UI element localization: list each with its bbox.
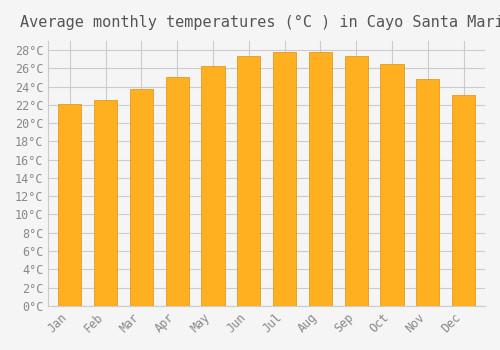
Bar	[237, 56, 260, 306]
Bar	[344, 56, 368, 306]
Bar	[58, 104, 82, 306]
Bar	[416, 79, 440, 306]
Bar	[202, 66, 224, 306]
Bar	[166, 77, 189, 306]
Bar	[308, 52, 332, 306]
Bar	[452, 95, 475, 306]
Bar	[130, 89, 153, 306]
Title: Average monthly temperatures (°C ) in Cayo Santa Maria: Average monthly temperatures (°C ) in Ca…	[20, 15, 500, 30]
Bar	[380, 64, 404, 306]
Bar	[94, 100, 118, 306]
Bar	[273, 52, 296, 306]
